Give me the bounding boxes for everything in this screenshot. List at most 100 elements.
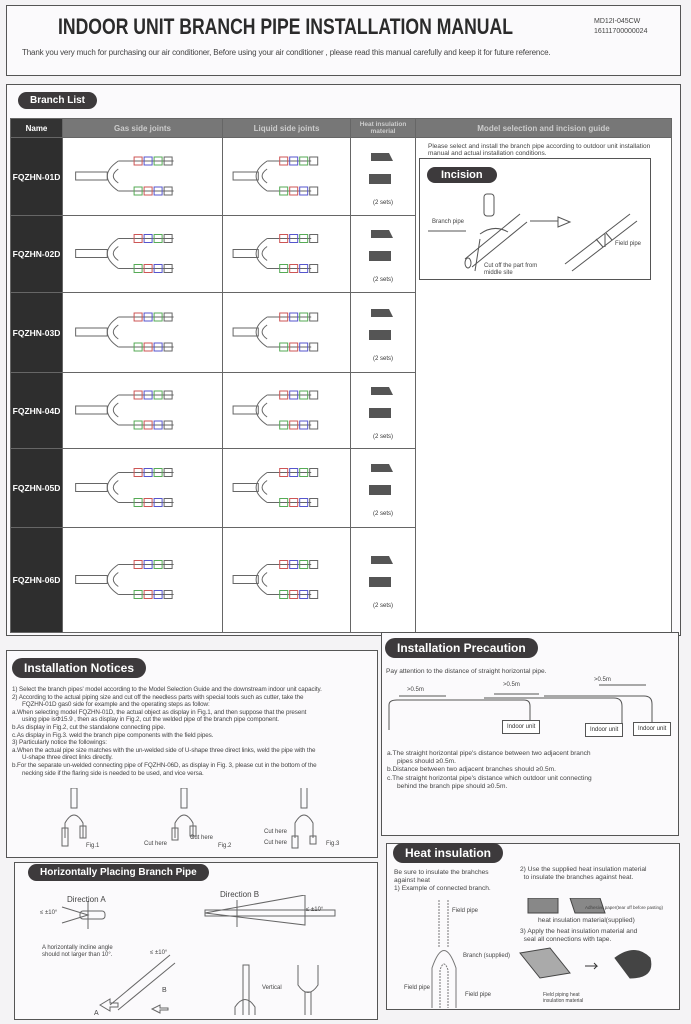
indoor-unit-box: Indoor unit [633,722,672,736]
sets-label: (2 sets) [372,433,393,440]
pipe-joint-drawing [232,467,319,507]
step3-line2: seal all connections with tape. [523,936,612,944]
angle-label: ≤ ±10° [40,910,58,916]
text-line: b.Distance between two adjacent branches… [387,766,556,774]
text-line: necking side if the flaring side is need… [22,769,204,777]
branch-row: FQZHN-02D (2 sets) [10,215,672,293]
pipe-joint-drawing [232,390,319,429]
field-pipe-label: Field pipe [615,241,642,247]
cut-here-label: Cut here [264,840,288,846]
page-title: INDOOR UNIT BRANCH PIPE INSTALLATION MAN… [58,14,513,39]
col-gas: Gas side joints [62,118,223,138]
step2-line2: to insulate the branches against heat. [523,874,634,882]
step3-line1: 3) Apply the heat insulation material an… [520,928,638,935]
incision-title: Incision [427,167,497,183]
fig2-label: Fig.2 [218,843,232,849]
text-line: U-shape three direct links directly. [22,754,113,762]
sets-label: (2 sets) [372,277,393,283]
precaution-diagram [388,684,653,730]
distance-label: >0.5m [594,677,611,683]
header-box [6,5,681,76]
col-name: Name [10,118,63,138]
sets-label: (2 sets) [372,603,393,609]
direction-a-label: Direction A [67,895,106,904]
pipe-joint-drawing [75,312,174,351]
heat-title: Heat insulation [393,843,504,863]
precaution-intro: Pay attention to the distance of straigh… [386,668,547,675]
arrow-a-label: A [94,1010,99,1017]
model-name: FQZHN-03D [10,292,63,373]
precaution-title: Installation Precaution [385,638,538,658]
pipe-joint-drawing [232,156,319,195]
cut-here-label: Cut here [264,829,288,835]
text-line: a.When selecting model FQZHN-01D, the ac… [12,708,307,716]
precaution-notes: a.The straight horizontal pipe's distanc… [387,750,657,791]
doc-number: 16111700000024 [594,28,648,35]
field-pipe-label: Field pipe [404,985,431,991]
heat-step-1: 1) Example of connected branch. [394,885,491,893]
pipe-joint-drawing [75,233,174,273]
doc-code: MD12I-045CW [594,18,641,25]
precaution-box [381,632,679,836]
text-line: behind the branch pipe should ≥0.5m. [397,782,508,790]
insulation-icon [369,386,393,418]
horizontal-title: Horizontally Placing Branch Pipe [28,864,209,881]
insulation-icon [369,230,393,261]
branch-table: Name Gas side joints Liquid side joints … [10,118,672,633]
col-liquid: Liquid side joints [222,118,351,138]
notices-box [6,650,378,858]
text-line: c.The straight horizontal pipe's distanc… [387,774,592,782]
indoor-unit-box: Indoor unit [585,723,624,737]
model-name: FQZHN-01D [10,137,63,216]
text-line: using pipe isΦ15.9 , then as display in … [22,716,279,724]
branch-row: FQZHN-03D (2 sets) [10,292,672,373]
text-line: 2) According to the actual piping size a… [12,693,304,701]
indoor-unit-box: Indoor unit [502,720,541,734]
text-line: FQZHN-01D gas0 side for example and the … [22,701,210,709]
pipe-joint-drawing [232,233,319,273]
branch-row: FQZHN-04D (2 sets) [10,372,672,449]
pipe-joint-drawing [75,156,174,195]
direction-b-label: Direction B [220,890,260,899]
horizontal-box [14,862,378,1020]
fig3-label: Fig.3 [326,841,340,847]
text-line: b.As display in Fig.2, cut the standalon… [12,723,166,731]
field-pipe-label: Field pipe [465,992,492,998]
field-heat-label: Field piping heat insulation material [543,992,584,1004]
branch-list-title: Branch List [18,92,98,109]
guide-text: Please select and install the branch pip… [428,143,651,157]
incision-diagram [428,193,638,272]
adhesive-label: Adhesive paper(tear off before pasting) [585,905,663,910]
branch-row: FQZHN-06D (2 sets) [10,527,672,633]
notices-text: 1) Select the branch pipes' model accord… [12,686,376,777]
pipe-joint-drawing [232,312,319,351]
text-line: pipes should ≥0.5m. [397,758,456,766]
pipe-joint-drawing [75,390,174,429]
col-guide: Model selection and incision guide [415,118,672,138]
model-name: FQZHN-05D [10,448,63,528]
heat-step-3: 3) Apply the heat insulation material an… [520,928,637,944]
text-line: a.The straight horizontal pipe's distanc… [387,750,591,757]
arrow-b-label: B [162,987,167,994]
text-line: c.As display in Fig.3. weld the branch p… [12,731,214,739]
heat-box [386,843,680,1010]
horizontal-diagram [61,895,336,1015]
model-name: FQZHN-06D [10,527,63,633]
col-heat: Heat insulation material [350,118,416,138]
branch-row: FQZHN-05D (2 sets) [10,448,672,528]
distance-label: >0.5m [407,687,424,693]
heat-intro-2: against heat [394,877,430,885]
field-pipe-label: Field pipe [452,908,479,914]
heat-step-2: 2) Use the supplied heat insulation mate… [520,866,646,882]
cut-here-label: Cut here [144,841,168,847]
distance-label: >0.5m [503,682,520,688]
insulation-icon [369,152,393,184]
branch-supplied-label: Branch (supplied) [463,953,511,959]
branch-pipe-label: Branch pipe [432,219,465,225]
pipe-joint-drawing [232,559,319,599]
tape-label: Tape [634,955,645,961]
sets-label: (2 sets) [372,355,393,362]
notices-title: Installation Notices [12,658,147,678]
incision-box: Incision Branch pipe Cut off the part fr… [419,158,651,280]
text-line: a.When the actual pipe size matches with… [12,746,316,754]
